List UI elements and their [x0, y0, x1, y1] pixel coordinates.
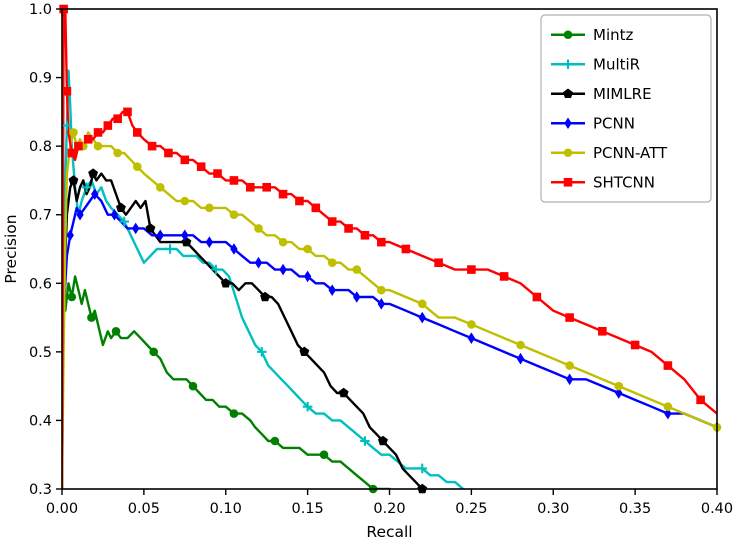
legend-entry-PCNN: PCNN: [551, 114, 635, 132]
y-tick-label: 0.8: [29, 139, 52, 155]
legend-label: PCNN-ATT: [593, 144, 668, 162]
series-markers-MIMLRE: [68, 168, 428, 494]
series-markers-PCNN: [66, 188, 721, 434]
y-tick-label: 0.5: [29, 345, 52, 361]
y-tick-label: 0.6: [29, 276, 52, 292]
series-markers-Mintz: [67, 292, 378, 494]
x-tick-label: 0.10: [210, 501, 242, 517]
legend-label: PCNN: [593, 114, 635, 132]
legend-label: MultiR: [593, 55, 640, 73]
x-tick-label: 0.30: [537, 501, 569, 517]
legend-entry-SHTCNN: SHTCNN: [551, 173, 655, 191]
y-tick-label: 0.9: [29, 71, 52, 87]
series-markers-MultiR: [62, 120, 428, 474]
legend-label: MIMLRE: [593, 85, 652, 103]
legend-entry-PCNN-ATT: PCNN-ATT: [551, 144, 668, 162]
y-axis-label: Precision: [2, 214, 20, 283]
y-tick-label: 0.3: [29, 482, 52, 498]
legend-entry-Mintz: Mintz: [551, 26, 633, 44]
series-line-PCNN: [62, 192, 717, 429]
x-tick-label: 0.05: [128, 501, 160, 517]
legend-frame: [540, 14, 712, 203]
x-tick-label: 0.25: [455, 501, 487, 517]
legend-pentagon-icon: [563, 88, 573, 98]
legend-circle-icon: [563, 148, 573, 158]
legend-label: SHTCNN: [593, 173, 655, 191]
x-tick-label: 0.35: [619, 501, 651, 517]
series-markers-PCNN-ATT: [69, 128, 722, 432]
x-axis-label: Recall: [366, 523, 412, 541]
legend-square-icon: [563, 177, 573, 187]
y-tick-label: 0.7: [29, 208, 52, 224]
legend: Mintz MultiR MIMLRE PCNN PCNN-ATT SHTCNN: [540, 14, 712, 203]
x-tick-label: 0.20: [373, 501, 405, 517]
legend-plus-icon: [563, 59, 573, 70]
legend-circle-icon: [563, 30, 573, 40]
x-tick-label: 0.15: [291, 501, 323, 517]
legend-diamond-icon: [564, 117, 572, 130]
x-tick-label: 0.40: [701, 501, 733, 517]
x-tick-label: 0.00: [46, 501, 78, 517]
y-tick-label: 0.4: [29, 413, 52, 429]
legend-label: Mintz: [593, 26, 633, 44]
legend-entry-MultiR: MultiR: [551, 55, 640, 73]
y-tick-label: 1.0: [29, 2, 52, 18]
legend-entry-MIMLRE: MIMLRE: [551, 85, 652, 103]
